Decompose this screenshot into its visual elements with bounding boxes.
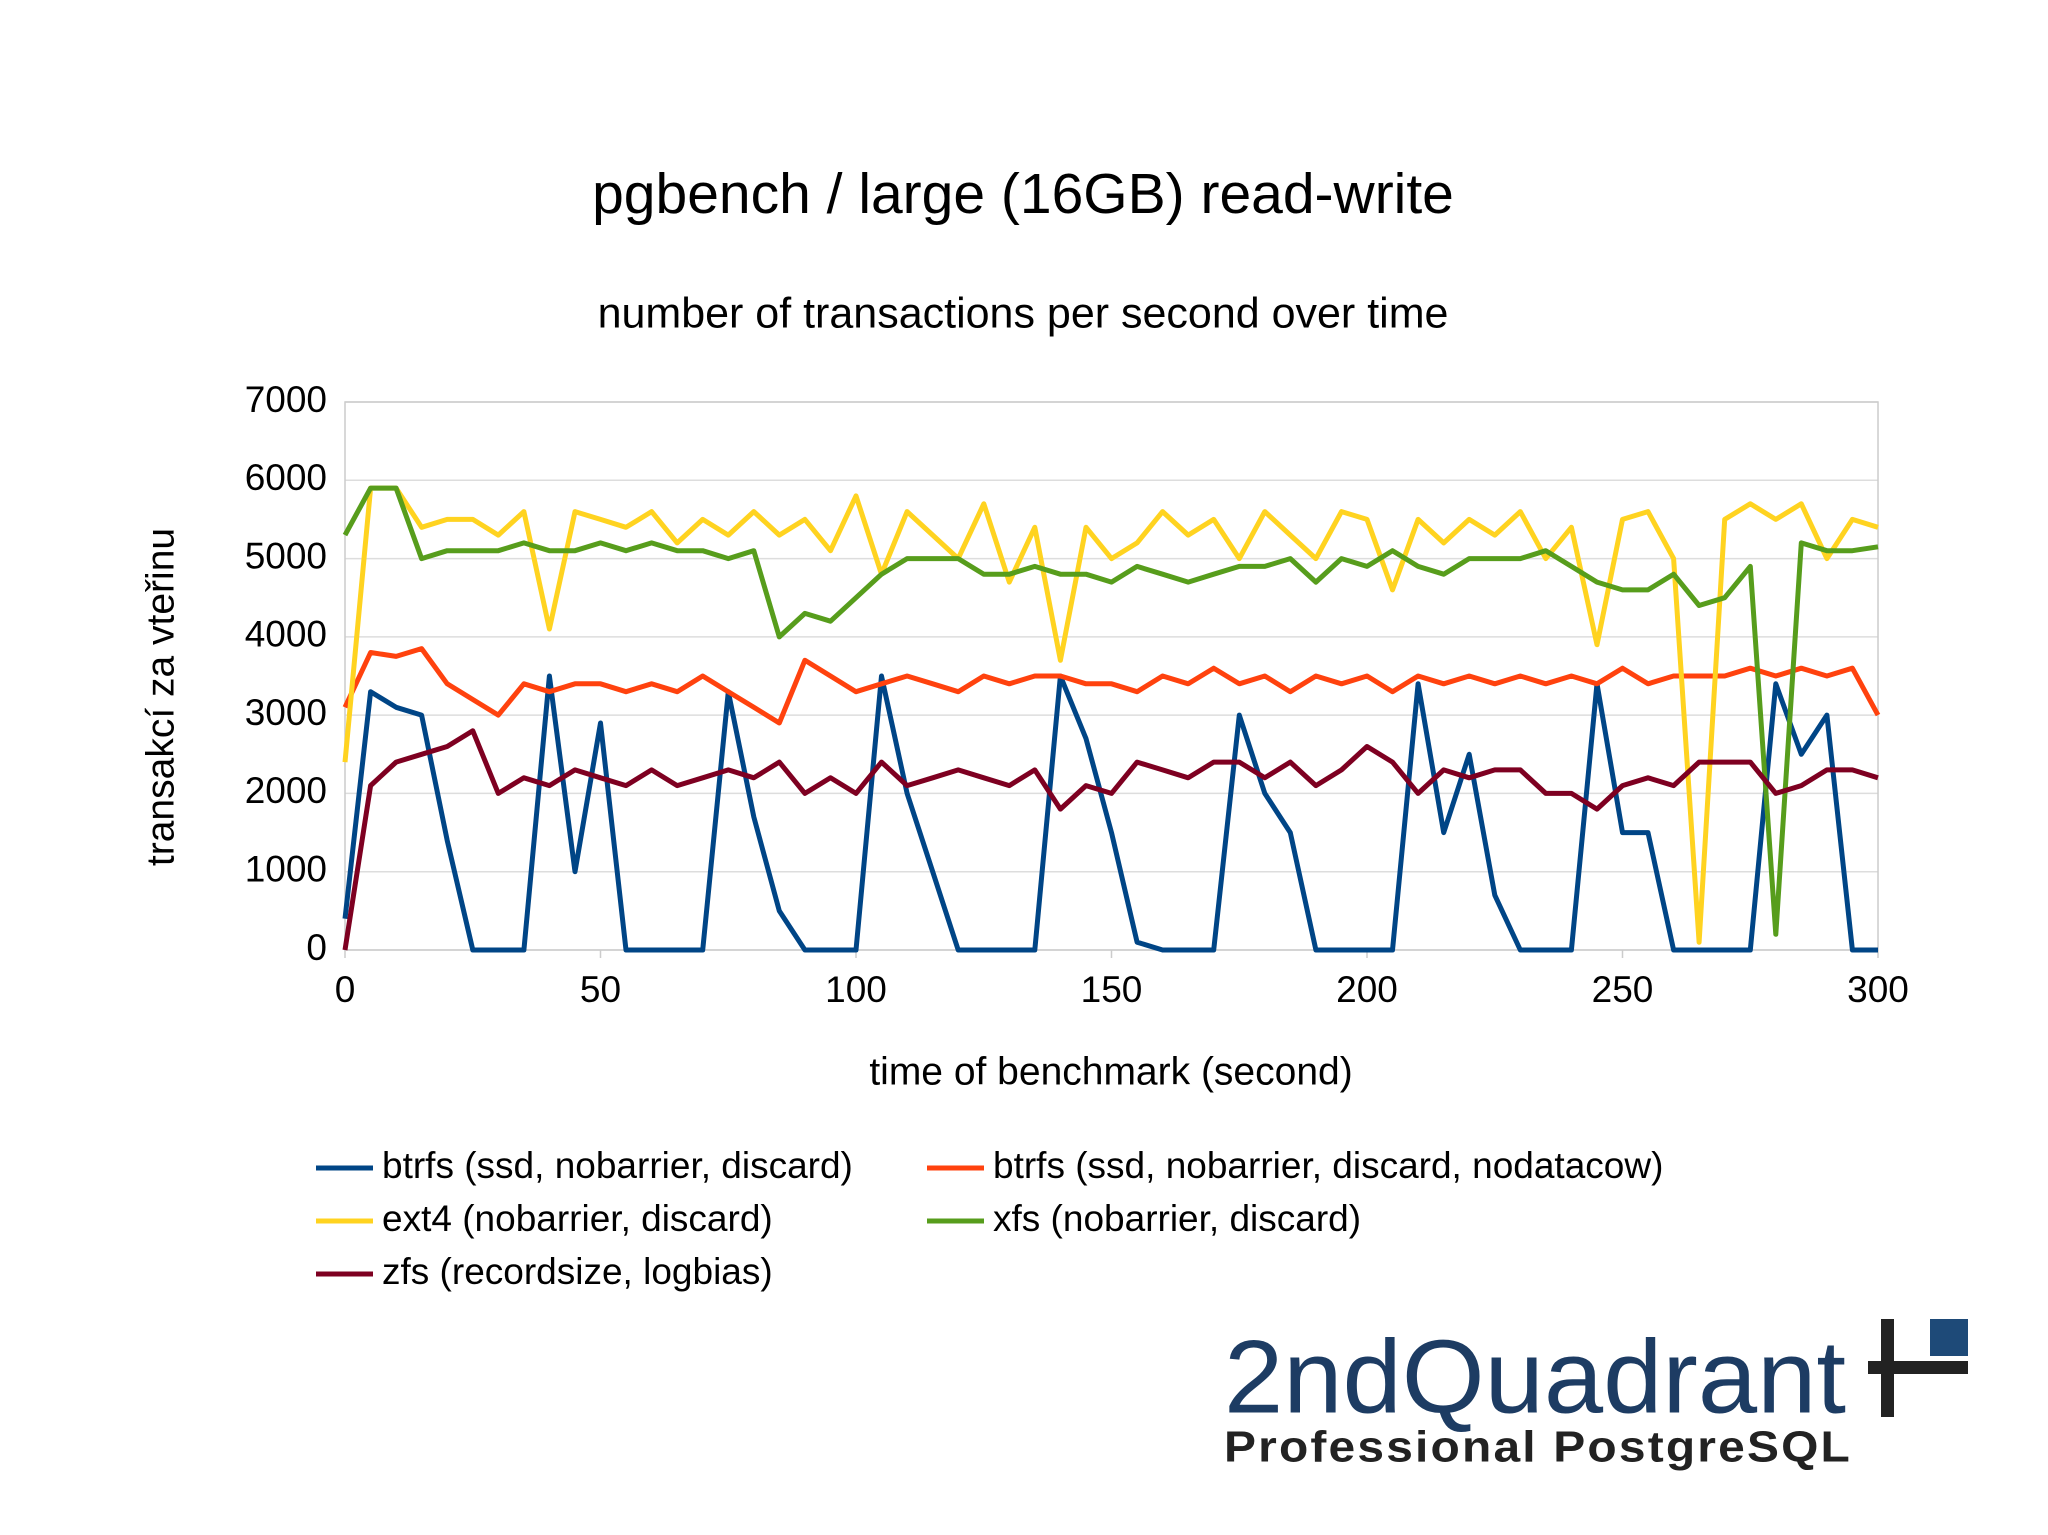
x-tick-label: 250 [1592,969,1654,1010]
logo: 2ndQuadrant Professional PostgreSQL [1224,1319,1968,1472]
y-tick-label: 2000 [245,770,327,811]
plot-area: 0 1000 2000 3000 4000 5000 6000 7000 0 50 100 150 20… [245,379,1909,1010]
logo-tagline: Professional PostgreSQL [1224,1423,1852,1472]
series-line [342,485,1879,945]
x-tick-label: 50 [580,969,621,1010]
y-tick-label: 6000 [245,457,327,498]
legend-label: xfs (nobarrier, discard) [993,1198,1361,1239]
logo-plus-horizontal [1868,1361,1968,1374]
y-tick-label: 3000 [245,692,327,733]
legend-label: btrfs (ssd, nobarrier, discard) [382,1145,853,1186]
series-line [342,728,1879,951]
chart-subtitle: number of transactions per second over t… [598,289,1449,337]
y-tick-label: 4000 [245,614,327,655]
legend: btrfs (ssd, nobarrier, discard) btrfs (ss… [316,1145,1663,1292]
x-axis-label: time of benchmark (second) [869,1050,1352,1093]
series-line [342,673,1878,953]
y-tick-label: 1000 [245,848,327,889]
logo-square [1930,1319,1968,1356]
y-tick-label: 7000 [245,379,327,420]
series-line [342,646,1881,726]
y-tick-label: 5000 [245,535,327,576]
x-tick-label: 300 [1847,969,1909,1010]
x-tick-label: 150 [1081,969,1143,1010]
x-tick-label: 0 [335,969,356,1010]
series-line [342,485,1879,937]
legend-label: zfs (recordsize, logbias) [382,1251,773,1292]
x-tick-label: 200 [1336,969,1398,1010]
x-tick-label: 100 [825,969,887,1010]
y-tick-label: 0 [306,927,327,968]
logo-name: 2ndQuadrant [1224,1319,1846,1435]
legend-label: btrfs (ssd, nobarrier, discard, nodataco… [993,1145,1663,1186]
chart-title: pgbench / large (16GB) read-write [592,162,1454,226]
y-axis-label: transakcí za vteřinu [139,528,182,866]
legend-label: ext4 (nobarrier, discard) [382,1198,773,1239]
